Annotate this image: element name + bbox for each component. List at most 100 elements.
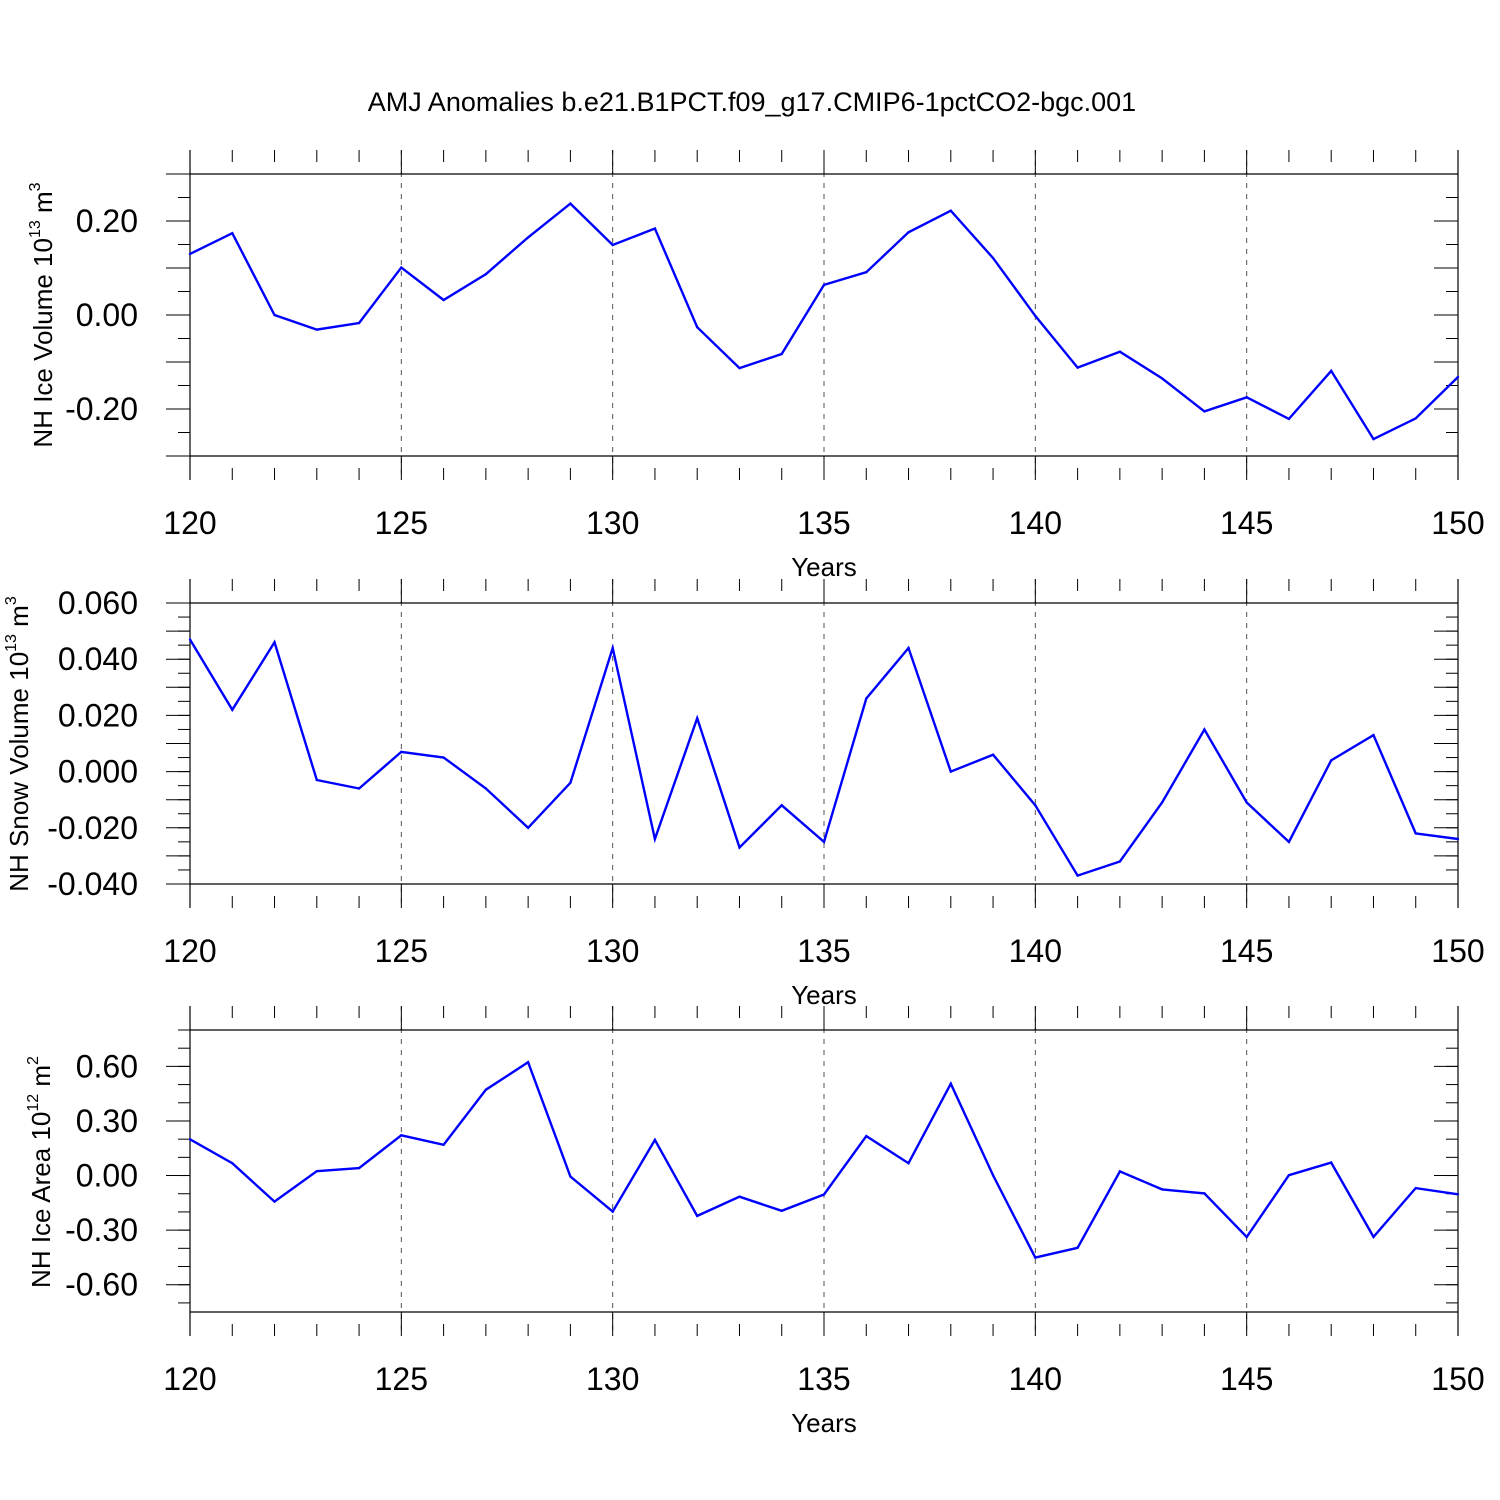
data-point	[1076, 1246, 1079, 1249]
data-point	[569, 1175, 572, 1178]
y-tick-label: 0.00	[76, 297, 138, 333]
data-point	[949, 209, 952, 212]
data-point	[357, 321, 361, 325]
x-tick-label: 135	[797, 933, 850, 969]
data-point	[1160, 1188, 1164, 1191]
data-point	[653, 227, 657, 230]
x-tick-label: 145	[1220, 505, 1273, 541]
data-point	[1118, 860, 1122, 863]
data-point	[1456, 375, 1460, 379]
x-tick-label: 150	[1431, 1361, 1484, 1397]
data-point	[357, 787, 361, 790]
x-tick-label: 120	[163, 505, 216, 541]
data-point	[991, 256, 995, 260]
x-tick-label: 130	[586, 505, 639, 541]
data-point	[526, 236, 530, 239]
y-tick-label: 0.040	[58, 641, 138, 677]
data-point	[188, 1138, 192, 1141]
data-point	[357, 1166, 361, 1170]
data-point	[991, 1174, 995, 1177]
data-point	[611, 1210, 614, 1213]
x-tick-label: 140	[1009, 1361, 1062, 1397]
data-point	[1076, 874, 1079, 877]
data-point	[273, 641, 276, 644]
data-point	[991, 753, 995, 756]
data-point	[1287, 840, 1291, 844]
chart-title: AMJ Anomalies b.e21.B1PCT.f09_g17.CMIP6-…	[368, 87, 1136, 117]
data-point	[188, 252, 192, 256]
data-point	[484, 787, 488, 790]
data-point	[231, 232, 234, 235]
data-point	[400, 266, 403, 269]
x-tick-label: 135	[797, 505, 850, 541]
data-point	[822, 1193, 826, 1196]
data-point	[1203, 410, 1206, 413]
x-tick-label: 135	[797, 1361, 850, 1397]
data-point	[315, 778, 318, 782]
panel-2: -0.040 -0.020 0.000 0.020 0.040 0.060 120 125 13…	[3, 579, 1485, 1010]
data-point	[1287, 417, 1291, 421]
x-tick-label: 125	[375, 1361, 428, 1397]
data-point	[1330, 759, 1333, 762]
x-tick-label: 145	[1220, 1361, 1273, 1397]
data-point	[1245, 801, 1248, 804]
data-point	[1414, 417, 1417, 420]
data-point	[1203, 728, 1206, 731]
data-point	[949, 1082, 952, 1085]
data-point	[1034, 1256, 1037, 1259]
data-point	[907, 231, 910, 234]
y-tick-label: 0.00	[76, 1158, 138, 1194]
data-point	[526, 1061, 530, 1064]
data-point	[907, 646, 910, 650]
data-point	[1118, 350, 1122, 353]
data-point	[1160, 377, 1164, 380]
data-point	[1456, 837, 1460, 841]
y-tick-label: -0.020	[47, 810, 138, 846]
data-point	[1372, 733, 1375, 737]
data-point	[1245, 396, 1248, 399]
data-point	[780, 804, 783, 807]
y-tick-label: -0.30	[65, 1212, 138, 1248]
x-tick-label: 145	[1220, 933, 1273, 969]
data-point	[1160, 801, 1164, 804]
data-point	[1414, 1186, 1417, 1190]
data-point	[1372, 437, 1375, 441]
data-point	[1076, 366, 1079, 369]
data-point	[231, 1161, 234, 1165]
x-tick-label: 140	[1009, 933, 1062, 969]
data-point	[865, 697, 868, 700]
y-axis-title: NH Ice Area 1012 m2	[25, 1056, 56, 1288]
x-tick-label: 130	[586, 933, 639, 969]
data-point	[1118, 1170, 1122, 1173]
data-point	[653, 1138, 657, 1142]
y-axis-title: NH Snow Volume 1013 m3	[3, 596, 34, 892]
data-point	[188, 638, 192, 641]
y-axis-title: NH Ice Volume 1013 m3	[27, 182, 58, 447]
data-point	[484, 1088, 488, 1091]
data-point	[865, 271, 868, 274]
y-tick-label: -0.040	[47, 866, 138, 902]
y-tick-label: -0.20	[65, 391, 138, 427]
data-point	[315, 1169, 318, 1173]
data-point	[442, 1143, 445, 1147]
y-tick-label: 0.60	[76, 1048, 138, 1084]
data-point	[611, 646, 614, 650]
data-point	[1245, 1235, 1248, 1239]
panel-3: -0.60 -0.30 0.00 0.30 0.60 120 125 130 135 140 145…	[25, 1006, 1485, 1438]
data-point	[569, 781, 572, 785]
data-point	[611, 243, 614, 247]
x-tick-label: 130	[586, 1361, 639, 1397]
data-point	[400, 1134, 403, 1137]
x-tick-label: 120	[163, 933, 216, 969]
data-point	[442, 756, 445, 759]
data-point	[653, 837, 657, 841]
data-point	[273, 313, 276, 317]
y-tick-label: 0.20	[76, 203, 138, 239]
data-point	[738, 366, 741, 370]
data-point	[822, 840, 826, 844]
data-point	[315, 328, 318, 331]
data-point	[696, 717, 699, 720]
x-tick-label: 125	[375, 505, 428, 541]
data-point	[400, 750, 403, 754]
